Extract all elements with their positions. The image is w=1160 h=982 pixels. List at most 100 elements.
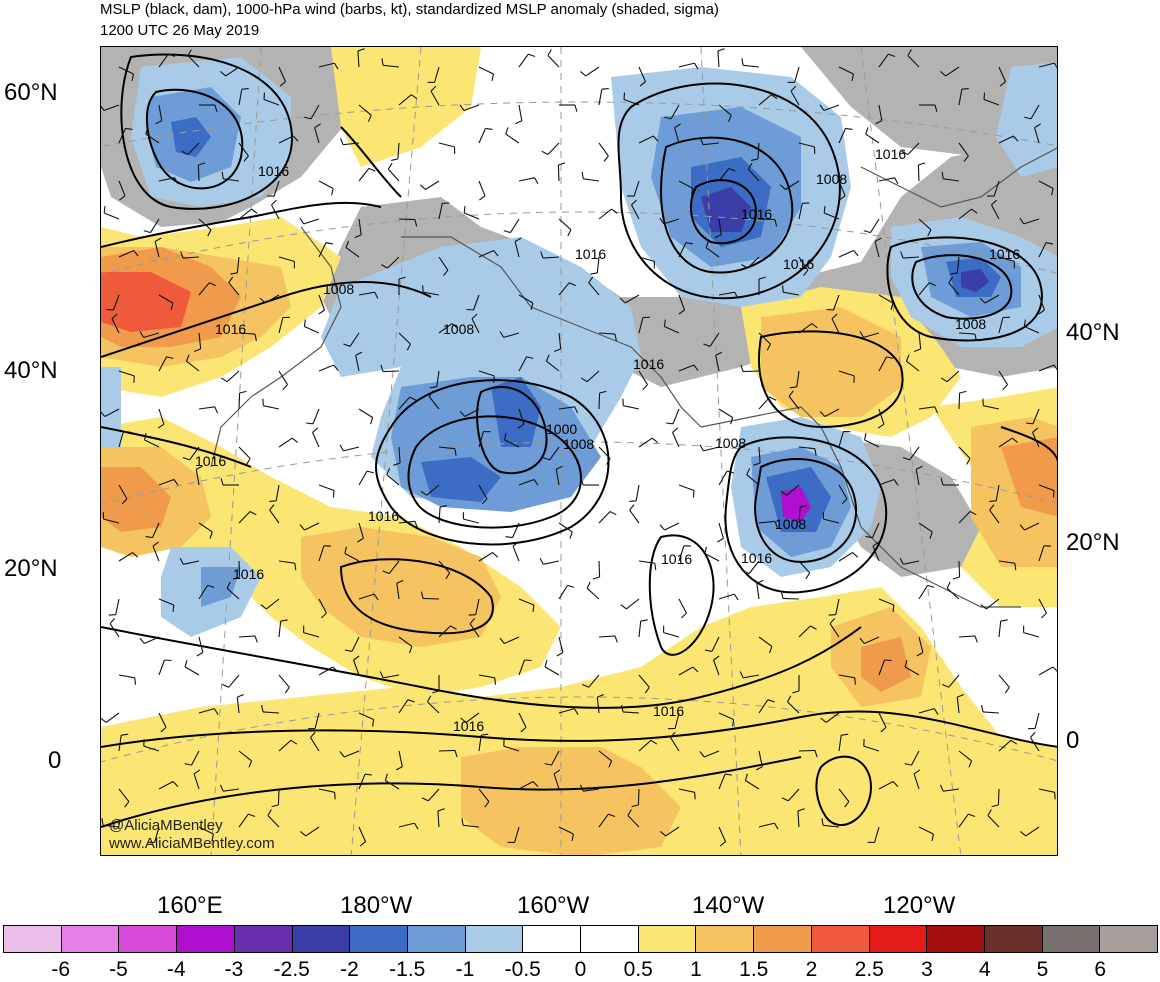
- lon-label-120w: 120°W: [883, 893, 955, 919]
- wind-barb-flag: [107, 310, 114, 311]
- wind-barb-flag: [757, 580, 763, 583]
- wind-barb: [239, 393, 240, 409]
- colorbar-swatch: [985, 926, 1043, 952]
- wind-barb-flag: [673, 428, 678, 433]
- wind-barb-flag: [705, 547, 707, 554]
- colorbar-label: -2.5: [262, 958, 322, 982]
- wind-barb-flag: [272, 200, 277, 205]
- wind-barb-flag: [580, 71, 585, 76]
- wind-barb: [623, 406, 639, 409]
- wind-barb: [479, 181, 485, 196]
- colorbar-swatch: [523, 926, 581, 952]
- wind-barb: [513, 546, 519, 561]
- wind-barb: [599, 561, 600, 577]
- colorbar-swatch: [177, 926, 235, 952]
- isobar-label: 1016: [633, 357, 664, 372]
- wind-barb: [839, 251, 854, 258]
- wind-barb: [199, 407, 215, 409]
- wind-barb-flag: [135, 678, 136, 685]
- wind-barb-flag: [535, 178, 538, 184]
- wind-barb-flag: [110, 618, 115, 623]
- colorbar-swatch: [639, 926, 697, 952]
- wind-barb: [558, 165, 559, 181]
- isobar-label: 1016: [741, 551, 772, 566]
- colorbar-swatch: [1100, 926, 1157, 952]
- wind-barb: [719, 594, 734, 599]
- colorbar-label: -1: [435, 958, 495, 982]
- wind-barb: [718, 51, 719, 67]
- wind-barb-flag: [545, 660, 547, 667]
- wind-barb-flag: [221, 378, 227, 382]
- wind-barb-flag: [306, 423, 313, 424]
- wind-barb-flag: [525, 660, 532, 661]
- wind-barb-flag: [652, 438, 657, 443]
- wind-barb: [599, 512, 610, 524]
- wind-barb-flag: [542, 151, 548, 154]
- wind-barb: [599, 89, 602, 105]
- wind-barb-flag: [1001, 620, 1008, 621]
- credit-twitter: @AliciaMBentley: [109, 817, 223, 834]
- wind-barb: [313, 409, 319, 424]
- wind-barb: [116, 599, 119, 615]
- wind-barb: [1035, 713, 1039, 729]
- wind-barb-flag: [960, 391, 967, 393]
- wind-barb-flag: [853, 553, 858, 558]
- wind-barb: [479, 553, 493, 562]
- wind-barb-flag: [629, 501, 636, 502]
- wind-barb: [583, 179, 599, 181]
- wind-barb-flag: [283, 385, 288, 390]
- isobar-label: 1016: [741, 207, 772, 222]
- colorbar-swatch: [408, 926, 466, 952]
- wind-barb: [359, 471, 367, 485]
- wind-barb-flag: [962, 89, 969, 90]
- wind-barb: [304, 219, 319, 224]
- colorbar-label: -0.5: [493, 958, 553, 982]
- colorbar-label: -5: [89, 958, 149, 982]
- wind-barb: [519, 54, 528, 67]
- wind-barb-flag: [630, 505, 634, 511]
- wind-barb-flag: [575, 105, 577, 112]
- wind-barb-flag: [681, 613, 686, 618]
- wind-barb-flag: [602, 89, 609, 90]
- wind-barb-flag: [493, 553, 498, 558]
- isobar-label: 1000: [546, 422, 577, 437]
- colorbar-label: -3: [204, 958, 264, 982]
- lat-label-40n-right: 40°N: [1066, 320, 1120, 346]
- wind-barb: [947, 588, 959, 599]
- isobar-label: 1016: [989, 247, 1020, 262]
- wind-barb-flag: [1054, 491, 1055, 498]
- wind-barb: [548, 56, 559, 68]
- isobar-label: 1016: [575, 247, 606, 262]
- wind-barb: [795, 67, 799, 82]
- wind-barb-flag: [655, 563, 656, 570]
- wind-barb: [959, 636, 975, 637]
- wind-barb-flag: [610, 512, 616, 515]
- wind-barb-flag: [388, 163, 392, 169]
- wind-barb: [479, 67, 493, 74]
- wind-barb-flag: [587, 582, 590, 588]
- wind-barb: [439, 507, 440, 523]
- wind-barb: [278, 789, 279, 805]
- wind-barb-flag: [548, 50, 552, 56]
- wind-barb-flag: [504, 231, 511, 233]
- wind-barb: [479, 128, 486, 143]
- wind-barb-flag: [391, 159, 398, 160]
- wind-barb: [319, 181, 333, 189]
- wind-barb: [679, 63, 695, 67]
- wind-barb-flag: [854, 251, 859, 256]
- isobar-label: 1008: [443, 322, 474, 337]
- wind-barb-flag: [1041, 613, 1046, 618]
- isobar-label: 1016: [233, 567, 264, 582]
- wind-barb: [519, 178, 535, 181]
- colorbar-label: 0.5: [608, 958, 668, 982]
- wind-barb-flag: [615, 636, 617, 643]
- wind-barb-flag: [717, 538, 723, 542]
- wind-barb: [743, 65, 759, 67]
- colorbar-swatch: [927, 926, 985, 952]
- colorbar-label: 0: [551, 958, 611, 982]
- wind-barb: [783, 598, 799, 599]
- wind-barb-flag: [423, 285, 424, 292]
- wind-barb: [423, 598, 439, 599]
- wind-barb-flag: [855, 678, 856, 685]
